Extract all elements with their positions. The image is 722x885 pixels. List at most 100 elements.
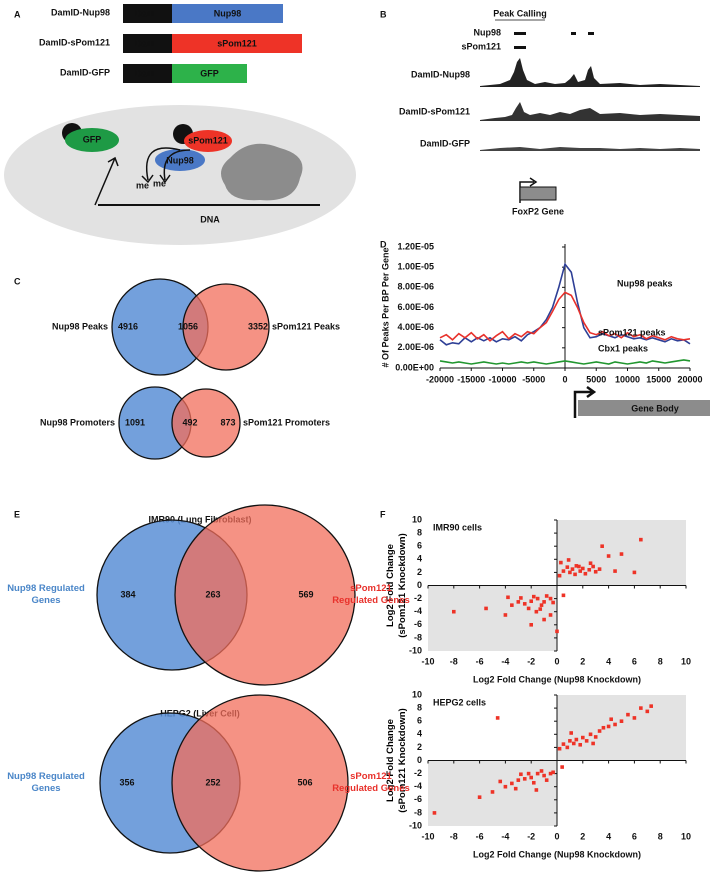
dam-box — [123, 4, 172, 23]
point — [529, 775, 533, 780]
point — [588, 732, 593, 737]
venn-count: 4916 — [118, 321, 138, 331]
x-tick-label: -4 — [501, 656, 509, 666]
point — [597, 729, 602, 733]
point — [581, 735, 585, 740]
y-tick-label: 1.20E-05 — [397, 241, 434, 251]
me-label: me — [136, 180, 149, 190]
point — [577, 564, 581, 569]
point — [522, 777, 527, 781]
fusion-label: GFP — [200, 68, 219, 78]
point — [519, 596, 523, 600]
point — [591, 564, 595, 569]
point — [490, 790, 495, 794]
point — [510, 603, 514, 607]
peak-row: Nup98 — [473, 27, 501, 37]
y-tick-label: 4 — [417, 729, 422, 739]
point — [548, 596, 553, 601]
x-tick-label: 10 — [681, 656, 691, 666]
point — [566, 558, 571, 562]
venn-right — [171, 388, 241, 458]
series-label: Cbx1 peaks — [598, 343, 648, 353]
point — [551, 770, 555, 775]
x-tick-label: 10 — [681, 831, 691, 841]
point — [495, 716, 500, 720]
x-tick-label: -6 — [476, 656, 484, 666]
point — [561, 569, 566, 573]
y-tick-label: 8.00E-06 — [397, 282, 434, 292]
point — [557, 746, 562, 751]
venn-count: 506 — [297, 777, 312, 787]
dam-label: Dam — [135, 8, 155, 18]
point — [560, 765, 564, 769]
construct-name: DamID-Nup98 — [51, 7, 110, 17]
dam-box — [123, 64, 172, 83]
fusion-box — [172, 4, 283, 23]
x-tick-label: 0 — [562, 374, 567, 384]
y-tick-label: -2 — [414, 593, 422, 603]
x-tick-label: 20000 — [677, 374, 702, 384]
venn-left-label: Nup98 Regulated Genes — [7, 771, 85, 794]
point — [510, 781, 514, 786]
x-tick-label: 6 — [632, 831, 637, 841]
x-tick-label: -10 — [421, 656, 434, 666]
panel-label: A — [14, 9, 21, 19]
gene-box — [519, 186, 557, 201]
point — [522, 602, 527, 606]
x-tick-label: 8 — [658, 656, 663, 666]
point — [551, 600, 555, 605]
point — [503, 784, 508, 789]
track-signal — [480, 58, 700, 87]
peak-call — [514, 46, 526, 49]
quadrant — [557, 695, 686, 761]
point — [609, 717, 613, 722]
chart-title: IMR90 cells — [433, 522, 482, 532]
spom121-label: sPom121 — [188, 135, 228, 145]
point — [600, 544, 604, 548]
peak-call — [514, 32, 526, 35]
y-tick-label: 2 — [417, 742, 422, 752]
point — [477, 795, 482, 799]
gfp-label: GFP — [83, 134, 102, 144]
venn-right-label: sPom121 Promoters — [243, 417, 330, 427]
x-tick-label: 4 — [606, 831, 611, 841]
point — [591, 741, 595, 746]
point — [581, 566, 585, 571]
point — [613, 722, 617, 727]
point — [506, 595, 510, 600]
y-tick-label: -2 — [414, 768, 422, 778]
gene-body-bar — [578, 400, 710, 416]
venn-count: 263 — [205, 589, 220, 599]
venn-count: 356 — [119, 777, 134, 787]
peak-calling-title: Peak Calling — [493, 8, 547, 18]
x-tick-label: 6 — [632, 656, 637, 666]
venn-right — [174, 504, 356, 686]
y-tick-label: 0 — [417, 755, 422, 765]
point — [548, 771, 553, 776]
point — [597, 567, 602, 571]
point — [593, 735, 598, 739]
dam-box — [123, 34, 172, 53]
y-tick-label: 8 — [417, 527, 422, 537]
y-axis-title-box: Log2 Fold Change (sPom121 Knockdown) — [385, 708, 408, 813]
venn-title: IMR90 (Lung Fibroblast) — [149, 514, 252, 524]
point — [632, 570, 637, 575]
x-tick-label: 2 — [580, 831, 585, 841]
point — [526, 606, 531, 611]
chart-title: HEPG2 cells — [433, 697, 486, 707]
arrow — [159, 149, 191, 184]
point — [535, 771, 540, 776]
venn-right-label: sPom121 Regulated Genes — [332, 583, 410, 606]
point — [516, 600, 521, 604]
point — [432, 811, 437, 815]
gene-label: FoxP2 Gene — [512, 206, 564, 216]
venn-count: 873 — [220, 417, 235, 427]
point — [613, 569, 617, 573]
point — [452, 609, 456, 614]
y-tick-label: 0.00E+00 — [395, 362, 434, 372]
point — [513, 786, 518, 791]
y-tick-label: -6 — [414, 619, 422, 629]
gene-body-label: Gene Body — [631, 403, 679, 413]
point — [555, 629, 559, 634]
